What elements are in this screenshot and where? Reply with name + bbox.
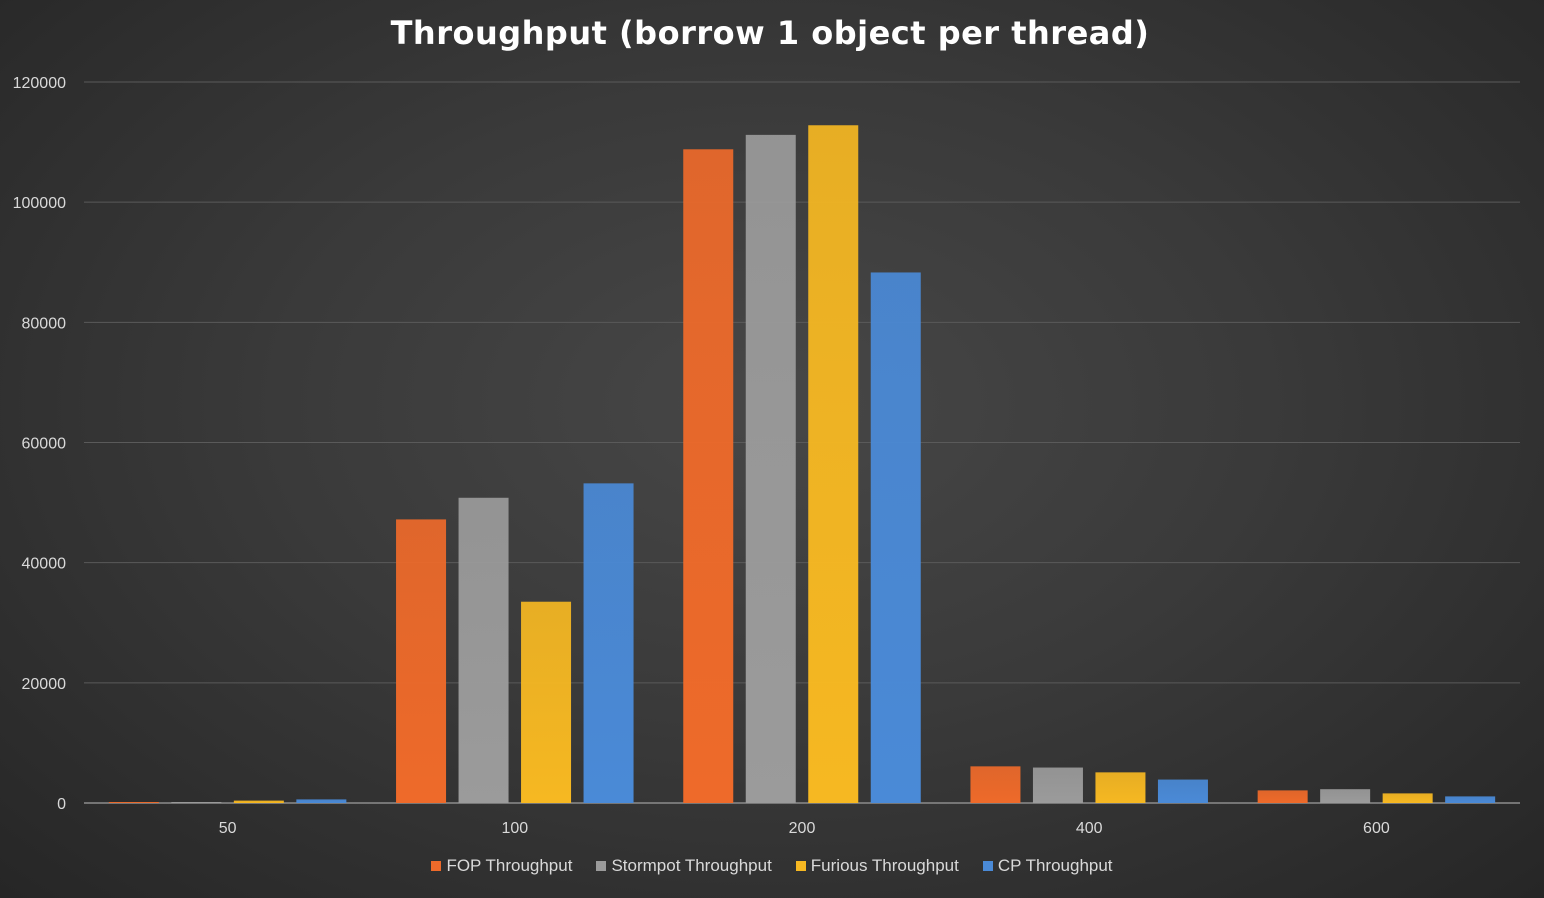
legend-swatch xyxy=(982,861,993,871)
legend-label: Stormpot Throughput xyxy=(611,856,772,875)
bar xyxy=(808,125,859,803)
x-tick-label: 50 xyxy=(219,820,237,837)
bar xyxy=(1032,767,1083,803)
y-tick-label: 20000 xyxy=(22,676,67,693)
y-tick-label: 0 xyxy=(57,796,66,813)
x-tick-label: 100 xyxy=(501,820,528,837)
bar xyxy=(1257,790,1308,803)
bar xyxy=(870,272,921,803)
bar xyxy=(970,766,1021,803)
y-tick-label: 60000 xyxy=(22,436,67,453)
bar xyxy=(1382,793,1433,803)
legend-swatch xyxy=(596,861,607,871)
legend-item: CP Throughput xyxy=(982,856,1113,876)
legend-swatch xyxy=(431,861,442,871)
x-tick-label: 600 xyxy=(1363,820,1390,837)
y-tick-label: 40000 xyxy=(22,556,67,573)
x-tick-label: 200 xyxy=(789,820,816,837)
legend-swatch xyxy=(795,861,806,871)
bar xyxy=(1445,796,1496,803)
y-tick-label: 80000 xyxy=(22,315,67,332)
bar xyxy=(683,149,734,803)
bar xyxy=(233,800,284,803)
y-tick-label: 120000 xyxy=(13,75,66,92)
legend-item: FOP Throughput xyxy=(431,856,572,876)
legend-label: Furious Throughput xyxy=(810,856,959,875)
bar xyxy=(1157,779,1208,803)
bar xyxy=(583,483,634,803)
bar xyxy=(296,799,347,803)
legend-label: FOP Throughput xyxy=(446,856,573,875)
bar xyxy=(396,519,447,803)
bar xyxy=(1320,789,1371,803)
bar xyxy=(171,802,222,803)
chart-title: Throughput (borrow 1 object per thread) xyxy=(390,14,1150,52)
legend-item: Furious Throughput xyxy=(795,856,959,876)
legend-item: Stormpot Throughput xyxy=(596,856,772,876)
bar xyxy=(745,134,796,803)
y-tick-label: 100000 xyxy=(13,195,66,212)
bar xyxy=(458,497,509,803)
legend: FOP Throughput Stormpot Throughput Furious… xyxy=(0,856,1544,876)
bar xyxy=(1095,772,1146,803)
bar xyxy=(521,601,572,803)
x-tick-label: 400 xyxy=(1076,820,1103,837)
bar xyxy=(108,802,159,803)
legend-label: CP Throughput xyxy=(997,856,1113,875)
